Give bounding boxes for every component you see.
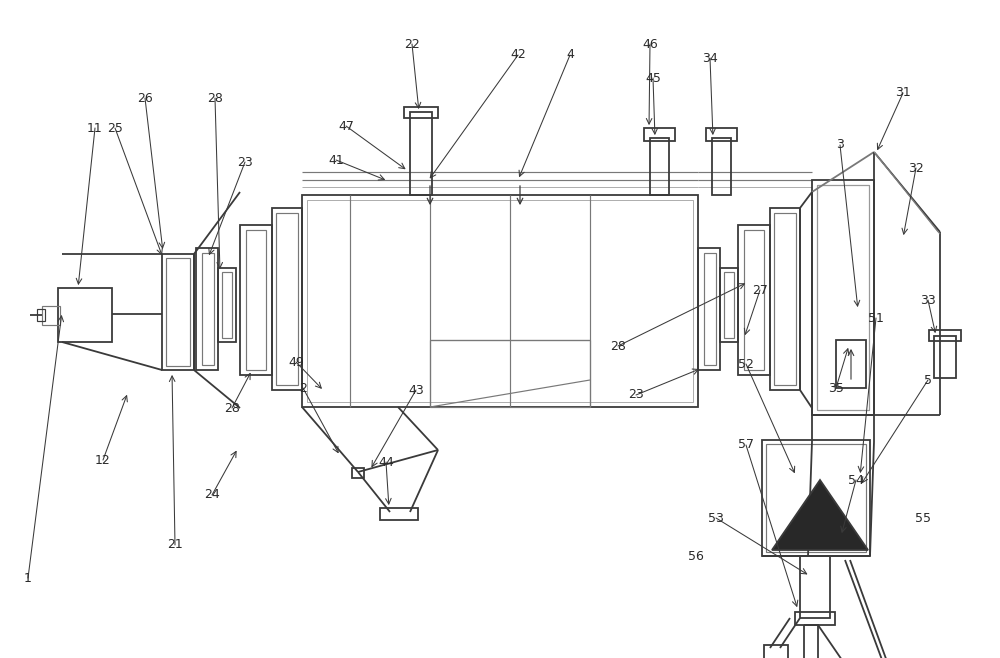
Bar <box>724 272 734 338</box>
Text: 24: 24 <box>204 488 220 501</box>
Text: 28: 28 <box>224 401 240 415</box>
Bar <box>836 340 866 388</box>
Text: 5: 5 <box>924 374 932 386</box>
Text: 3: 3 <box>836 138 844 151</box>
Text: 35: 35 <box>828 382 844 395</box>
Text: 1: 1 <box>24 572 32 584</box>
Text: 44: 44 <box>378 455 394 468</box>
Text: 23: 23 <box>237 155 253 168</box>
Text: 42: 42 <box>510 49 526 61</box>
Text: 56: 56 <box>688 549 704 563</box>
Text: 49: 49 <box>288 355 304 368</box>
Bar <box>650 138 669 195</box>
Bar <box>738 225 770 375</box>
Bar <box>817 185 869 410</box>
Text: 22: 22 <box>404 38 420 51</box>
Text: 11: 11 <box>87 122 103 134</box>
Text: 21: 21 <box>167 538 183 551</box>
Bar <box>380 508 418 520</box>
Bar <box>804 625 818 658</box>
Bar <box>202 253 214 365</box>
Bar <box>352 468 364 478</box>
Bar <box>42 306 60 325</box>
Text: 41: 41 <box>328 153 344 166</box>
Bar <box>218 268 236 342</box>
Bar <box>276 213 298 385</box>
Text: 34: 34 <box>702 51 718 64</box>
Bar <box>58 288 112 342</box>
Bar <box>764 645 788 658</box>
Text: 27: 27 <box>752 284 768 297</box>
Bar <box>166 258 190 366</box>
Text: 51: 51 <box>868 311 884 324</box>
Bar <box>307 200 693 402</box>
Text: 32: 32 <box>908 161 924 174</box>
Bar <box>712 138 731 195</box>
Bar <box>704 253 716 365</box>
Text: 25: 25 <box>107 122 123 134</box>
Bar <box>272 208 302 390</box>
Text: 26: 26 <box>137 91 153 105</box>
Bar <box>800 556 830 618</box>
Bar <box>762 440 870 556</box>
Bar <box>240 225 272 375</box>
Text: 23: 23 <box>628 388 644 401</box>
Text: 28: 28 <box>207 91 223 105</box>
Bar <box>929 330 961 341</box>
Bar <box>302 195 698 407</box>
Bar <box>812 180 874 415</box>
Text: 43: 43 <box>408 384 424 397</box>
Bar <box>430 340 590 407</box>
Bar <box>744 230 764 370</box>
Text: 31: 31 <box>895 86 911 99</box>
Text: 28: 28 <box>610 340 626 353</box>
Bar <box>706 128 737 141</box>
Bar <box>196 248 218 370</box>
Bar <box>162 254 194 370</box>
Bar <box>410 112 432 195</box>
Text: 4: 4 <box>566 49 574 61</box>
Polygon shape <box>772 480 868 550</box>
Bar <box>817 185 869 410</box>
Text: 33: 33 <box>920 293 936 307</box>
Bar <box>774 213 796 385</box>
Bar <box>795 612 835 625</box>
Bar <box>698 248 720 370</box>
Text: 57: 57 <box>738 438 754 451</box>
Bar <box>222 272 232 338</box>
Bar <box>404 107 438 118</box>
Bar <box>934 336 956 378</box>
Bar <box>37 309 45 321</box>
Bar <box>766 444 866 552</box>
Text: 52: 52 <box>738 357 754 370</box>
Bar <box>770 208 800 390</box>
Text: 47: 47 <box>338 120 354 132</box>
Text: 12: 12 <box>95 453 111 467</box>
Text: 46: 46 <box>642 38 658 51</box>
Text: 45: 45 <box>645 72 661 84</box>
Bar <box>246 230 266 370</box>
Text: 2: 2 <box>299 382 307 395</box>
Text: 53: 53 <box>708 511 724 524</box>
Bar <box>644 128 675 141</box>
Bar <box>720 268 738 342</box>
Text: 54: 54 <box>848 474 864 486</box>
Text: 55: 55 <box>915 511 931 524</box>
